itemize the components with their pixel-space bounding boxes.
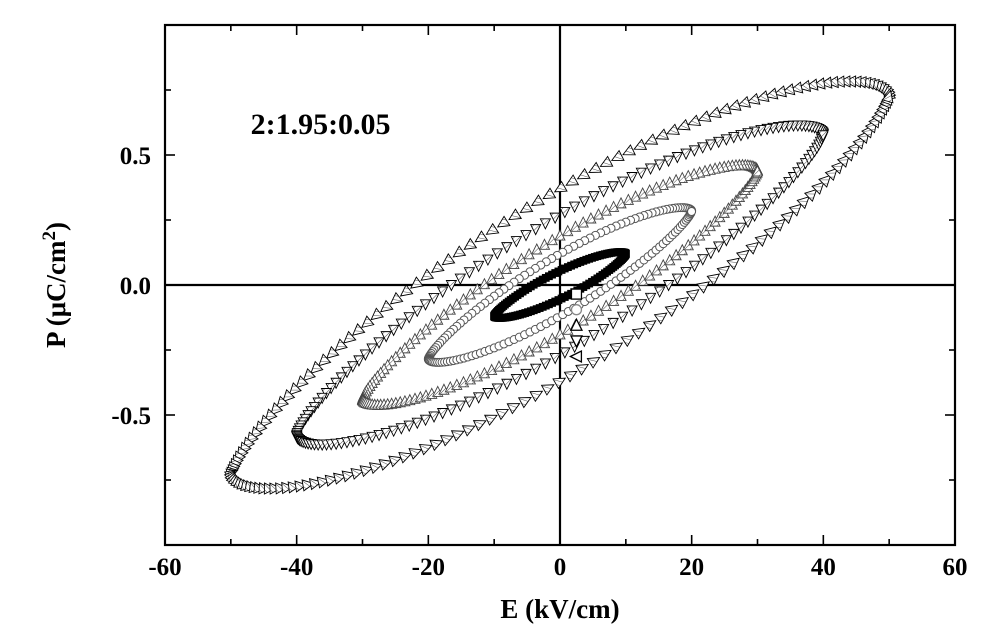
- chart-container: -60 -40 -20 0 20 40 60 -0.5 0.0 0.5 E (kV/cm) P (μC…: [0, 0, 1000, 642]
- svg-text:P (μC/cm2): P (μC/cm2): [39, 222, 72, 348]
- svg-text:20: 20: [679, 554, 704, 581]
- svg-text:60: 60: [943, 554, 968, 581]
- svg-text:0.0: 0.0: [120, 273, 151, 300]
- svg-text:E (kV/cm): E (kV/cm): [500, 594, 619, 624]
- svg-text:-40: -40: [280, 554, 313, 581]
- svg-text:40: 40: [811, 554, 836, 581]
- hysteresis-chart: -60 -40 -20 0 20 40 60 -0.5 0.0 0.5 E (kV/cm) P (μC…: [0, 0, 1000, 642]
- svg-text:0: 0: [554, 554, 567, 581]
- svg-text:-0.5: -0.5: [111, 403, 151, 430]
- svg-text:-20: -20: [412, 554, 445, 581]
- svg-text:-60: -60: [148, 554, 181, 581]
- svg-text:0.5: 0.5: [120, 143, 151, 170]
- svg-text:2:1.95:0.05: 2:1.95:0.05: [251, 108, 391, 141]
